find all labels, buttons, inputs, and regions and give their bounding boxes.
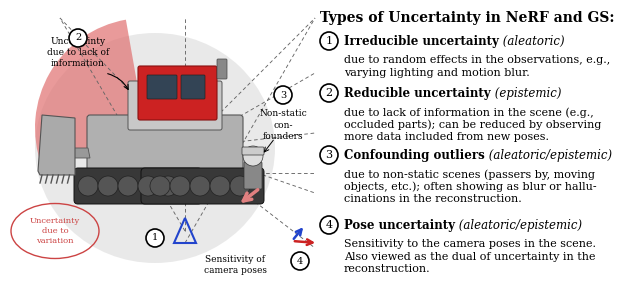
FancyBboxPatch shape <box>128 81 222 130</box>
Polygon shape <box>38 115 75 175</box>
FancyBboxPatch shape <box>87 115 243 186</box>
Text: Sensitivity to the camera poses in the scene.: Sensitivity to the camera poses in the s… <box>344 239 596 249</box>
Text: due to non-static scenes (passers by, moving: due to non-static scenes (passers by, mo… <box>344 169 595 180</box>
Circle shape <box>320 32 338 50</box>
FancyBboxPatch shape <box>147 75 177 99</box>
Text: 1: 1 <box>152 234 158 242</box>
Circle shape <box>320 216 338 234</box>
Text: 1: 1 <box>325 36 333 46</box>
Circle shape <box>146 229 164 247</box>
Circle shape <box>274 86 292 104</box>
Ellipse shape <box>35 33 275 263</box>
FancyBboxPatch shape <box>242 147 264 155</box>
Circle shape <box>150 176 170 196</box>
Circle shape <box>118 176 138 196</box>
Text: Irreducible uncertainty: Irreducible uncertainty <box>344 35 499 48</box>
FancyBboxPatch shape <box>141 168 264 204</box>
Text: Also viewed as the dual of uncertainty in the: Also viewed as the dual of uncertainty i… <box>344 251 595 261</box>
Text: reconstruction.: reconstruction. <box>344 264 431 274</box>
Text: (aleatoric/epistemic): (aleatoric/epistemic) <box>455 218 582 231</box>
Text: (aleatoric/epistemic): (aleatoric/epistemic) <box>484 148 612 161</box>
Wedge shape <box>35 20 145 166</box>
Text: more data included from new poses.: more data included from new poses. <box>344 132 549 142</box>
Circle shape <box>98 176 118 196</box>
FancyBboxPatch shape <box>217 59 227 79</box>
FancyBboxPatch shape <box>181 75 205 99</box>
FancyBboxPatch shape <box>244 162 262 189</box>
Text: (epistemic): (epistemic) <box>491 86 561 99</box>
Text: objects, etc.); often showing as blur or hallu-: objects, etc.); often showing as blur or… <box>344 181 596 192</box>
Text: cinations in the reconstruction.: cinations in the reconstruction. <box>344 194 522 204</box>
Circle shape <box>158 176 178 196</box>
Text: 4: 4 <box>297 257 303 265</box>
Text: Types of Uncertainty in NeRF and GS:: Types of Uncertainty in NeRF and GS: <box>320 11 614 25</box>
Circle shape <box>210 176 230 196</box>
Circle shape <box>320 146 338 164</box>
Text: Uncertainty
due to lack of
information: Uncertainty due to lack of information <box>47 37 109 68</box>
Text: Non-static
con-
founders: Non-static con- founders <box>259 109 307 141</box>
FancyBboxPatch shape <box>138 66 217 120</box>
Text: due to random effects in the observations, e.g.,: due to random effects in the observation… <box>344 55 611 65</box>
Circle shape <box>69 29 87 47</box>
Text: occluded parts); can be reduced by observing: occluded parts); can be reduced by obser… <box>344 119 602 130</box>
Text: 2: 2 <box>325 88 333 98</box>
Circle shape <box>190 176 210 196</box>
Text: (aleatoric): (aleatoric) <box>499 35 564 48</box>
Text: Sensitivity of
camera poses: Sensitivity of camera poses <box>204 255 266 275</box>
Circle shape <box>78 176 98 196</box>
Text: varying lighting and motion blur.: varying lighting and motion blur. <box>344 68 530 78</box>
Circle shape <box>320 84 338 102</box>
Text: due to lack of information in the scene (e.g.,: due to lack of information in the scene … <box>344 107 594 118</box>
Text: 3: 3 <box>280 91 286 99</box>
Text: Uncertainty
due to
variation: Uncertainty due to variation <box>30 217 80 245</box>
Polygon shape <box>65 148 90 158</box>
Text: 2: 2 <box>75 34 81 42</box>
Circle shape <box>243 146 263 166</box>
Text: 4: 4 <box>325 220 333 230</box>
Text: Confounding outliers: Confounding outliers <box>344 148 484 161</box>
Text: Pose uncertainty: Pose uncertainty <box>344 218 455 231</box>
Circle shape <box>170 176 190 196</box>
Text: Reducible uncertainty: Reducible uncertainty <box>344 86 491 99</box>
Circle shape <box>291 252 309 270</box>
FancyBboxPatch shape <box>74 168 202 204</box>
Circle shape <box>230 176 250 196</box>
Circle shape <box>138 176 158 196</box>
Text: 3: 3 <box>325 150 333 160</box>
